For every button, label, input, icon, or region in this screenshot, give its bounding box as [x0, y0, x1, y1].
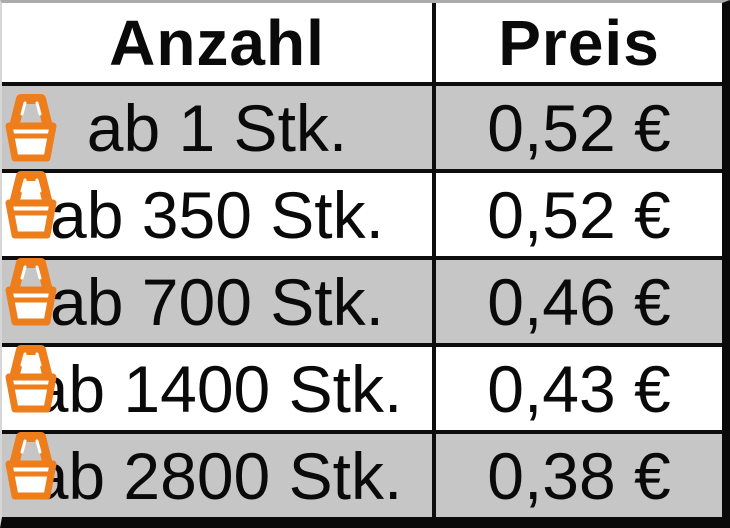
column-header-quantity: Anzahl	[2, 3, 436, 82]
price-value: 0,46 €	[487, 264, 671, 339]
shopping-basket-icon[interactable]	[2, 166, 60, 242]
price-value: 0,52 €	[487, 177, 671, 252]
table-row: ab 2800 Stk. 0,38 €	[2, 430, 722, 517]
quantity-value: ab 2800 Stk.	[31, 438, 403, 513]
shopping-basket-icon[interactable]	[2, 89, 60, 165]
table-header-row: Anzahl Preis	[2, 3, 722, 82]
column-header-price-label: Preis	[498, 6, 660, 79]
table-row: ab 1400 Stk. 0,43 €	[2, 343, 722, 430]
price-cell: 0,46 €	[436, 260, 722, 343]
quantity-value: ab 350 Stk.	[50, 177, 384, 252]
price-value: 0,43 €	[487, 351, 671, 426]
quantity-cell: ab 2800 Stk.	[2, 432, 436, 517]
quantity-cell: ab 1400 Stk.	[2, 345, 436, 430]
table-row: ab 350 Stk. 0,52 €	[2, 169, 722, 256]
quantity-cell: ab 350 Stk.	[2, 171, 436, 256]
table-row: ab 700 Stk. 0,46 €	[2, 256, 722, 343]
quantity-value: ab 700 Stk.	[50, 264, 384, 339]
price-cell: 0,38 €	[436, 434, 722, 517]
quantity-cell: ab 700 Stk.	[2, 258, 436, 343]
price-cell: 0,43 €	[436, 347, 722, 430]
price-value: 0,52 €	[487, 90, 671, 165]
quantity-cell: ab 1 Stk.	[2, 86, 436, 169]
shopping-basket-icon[interactable]	[2, 427, 60, 503]
price-cell: 0,52 €	[436, 173, 722, 256]
quantity-value: ab 1400 Stk.	[31, 351, 403, 426]
column-header-price: Preis	[436, 3, 722, 82]
shopping-basket-icon[interactable]	[2, 253, 60, 329]
table-row: ab 1 Stk. 0,52 €	[2, 82, 722, 169]
shopping-basket-icon[interactable]	[2, 340, 60, 416]
price-value: 0,38 €	[487, 438, 671, 513]
price-cell: 0,52 €	[436, 86, 722, 169]
column-header-quantity-label: Anzahl	[109, 6, 325, 79]
quantity-value: ab 1 Stk.	[86, 90, 348, 165]
